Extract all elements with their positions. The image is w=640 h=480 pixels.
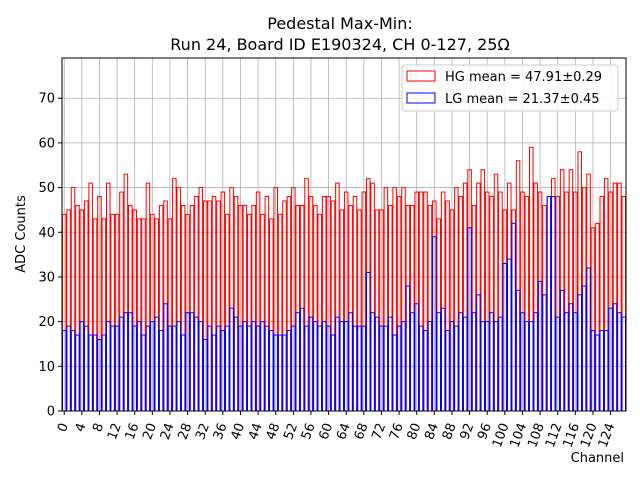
legend-swatch-lg	[406, 92, 436, 104]
x-tick-label: 60	[317, 421, 337, 442]
x-tick-label: 96	[475, 421, 495, 442]
legend-label-lg: LG mean = 21.37±0.45	[445, 92, 600, 107]
y-tick-label: 20	[38, 315, 55, 330]
x-tick-label: 48	[264, 421, 284, 442]
legend-box	[401, 64, 619, 112]
x-tick-label: 32	[193, 421, 213, 442]
x-axis-label: Channel	[571, 451, 624, 466]
x-tick-label: 36	[211, 421, 231, 442]
x-tick-label: 56	[299, 421, 319, 442]
x-tick-label: 40	[228, 421, 248, 442]
y-tick-label: 50	[38, 181, 55, 196]
x-tick-label: 92	[458, 421, 478, 442]
chart-title-line1: Pedestal Max-Min:	[267, 14, 413, 33]
y-axis-label: ADC Counts	[14, 195, 29, 273]
y-tick-label: 30	[38, 270, 55, 285]
x-tick-label: 72	[369, 421, 389, 442]
y-tick-label: 40	[38, 226, 55, 241]
x-tick-label: 52	[281, 421, 301, 442]
chart-title-line2: Run 24, Board ID E190324, CH 0-127, 25Ω	[170, 35, 509, 54]
x-tick-label: 80	[405, 421, 425, 442]
x-tick-label: 12	[105, 421, 125, 442]
axes-frame	[61, 57, 627, 412]
y-tick-label: 70	[38, 92, 55, 107]
x-tick-label: 20	[140, 421, 160, 442]
x-tick-label: 44	[246, 421, 266, 442]
y-tick-label: 60	[38, 136, 55, 151]
x-tick-label: 88	[440, 421, 460, 442]
grid-lines	[62, 58, 626, 412]
legend-swatch-hg	[406, 70, 436, 82]
x-tick-label: 84	[422, 421, 442, 442]
y-tick-label: 10	[38, 360, 55, 375]
y-tick-label: 0	[47, 405, 55, 420]
x-tick-label: 16	[123, 421, 143, 442]
x-tick-label: 28	[176, 421, 196, 442]
legend-label-hg: HG mean = 47.91±0.29	[445, 70, 602, 85]
x-tick-label: 24	[158, 421, 178, 442]
x-tick-label: 64	[334, 421, 354, 442]
x-tick-label: 76	[387, 421, 407, 442]
x-tick-label: 68	[352, 421, 372, 442]
legend: HG mean = 47.91±0.29 LG mean = 21.37±0.4…	[401, 64, 619, 112]
